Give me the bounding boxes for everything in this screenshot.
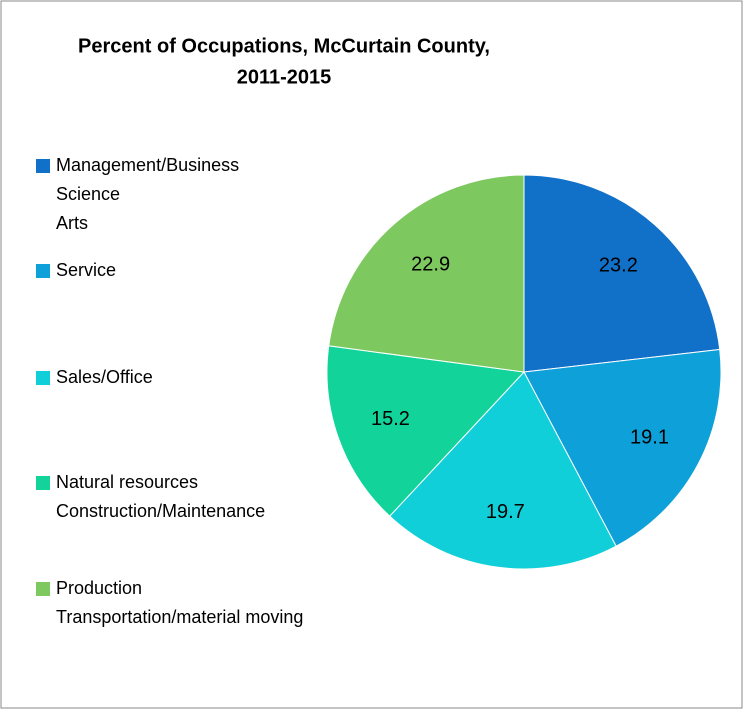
legend-label: Service xyxy=(56,260,116,280)
legend-label: Arts xyxy=(56,213,88,233)
legend-swatch xyxy=(36,476,50,490)
pie-slice xyxy=(523,348,722,547)
pie-slice xyxy=(328,174,525,373)
legend-label: Natural resources xyxy=(56,472,198,492)
data-label: 19.1 xyxy=(630,426,669,448)
data-label: 15.2 xyxy=(371,408,410,430)
data-label: 23.2 xyxy=(599,254,638,276)
legend-label: Management/Business xyxy=(56,155,239,175)
data-label: 19.7 xyxy=(486,501,525,523)
data-label: 22.9 xyxy=(411,254,450,276)
legend-label: Production xyxy=(56,578,142,598)
pie-slice xyxy=(388,371,617,570)
legend-label: Science xyxy=(56,184,120,204)
legend-label: Sales/Office xyxy=(56,367,153,387)
legend-swatch xyxy=(36,264,50,278)
pie-slice xyxy=(326,345,526,517)
pie-slice xyxy=(523,174,721,373)
chart-title: 2011-2015 xyxy=(237,66,332,88)
legend-label: Construction/Maintenance xyxy=(56,501,265,521)
legend-label: Transportation/material moving xyxy=(56,607,303,627)
legend-swatch xyxy=(36,582,50,596)
legend-swatch xyxy=(36,159,50,173)
legend-swatch xyxy=(36,371,50,385)
chart-title: Percent of Occupations, McCurtain County… xyxy=(78,35,490,57)
